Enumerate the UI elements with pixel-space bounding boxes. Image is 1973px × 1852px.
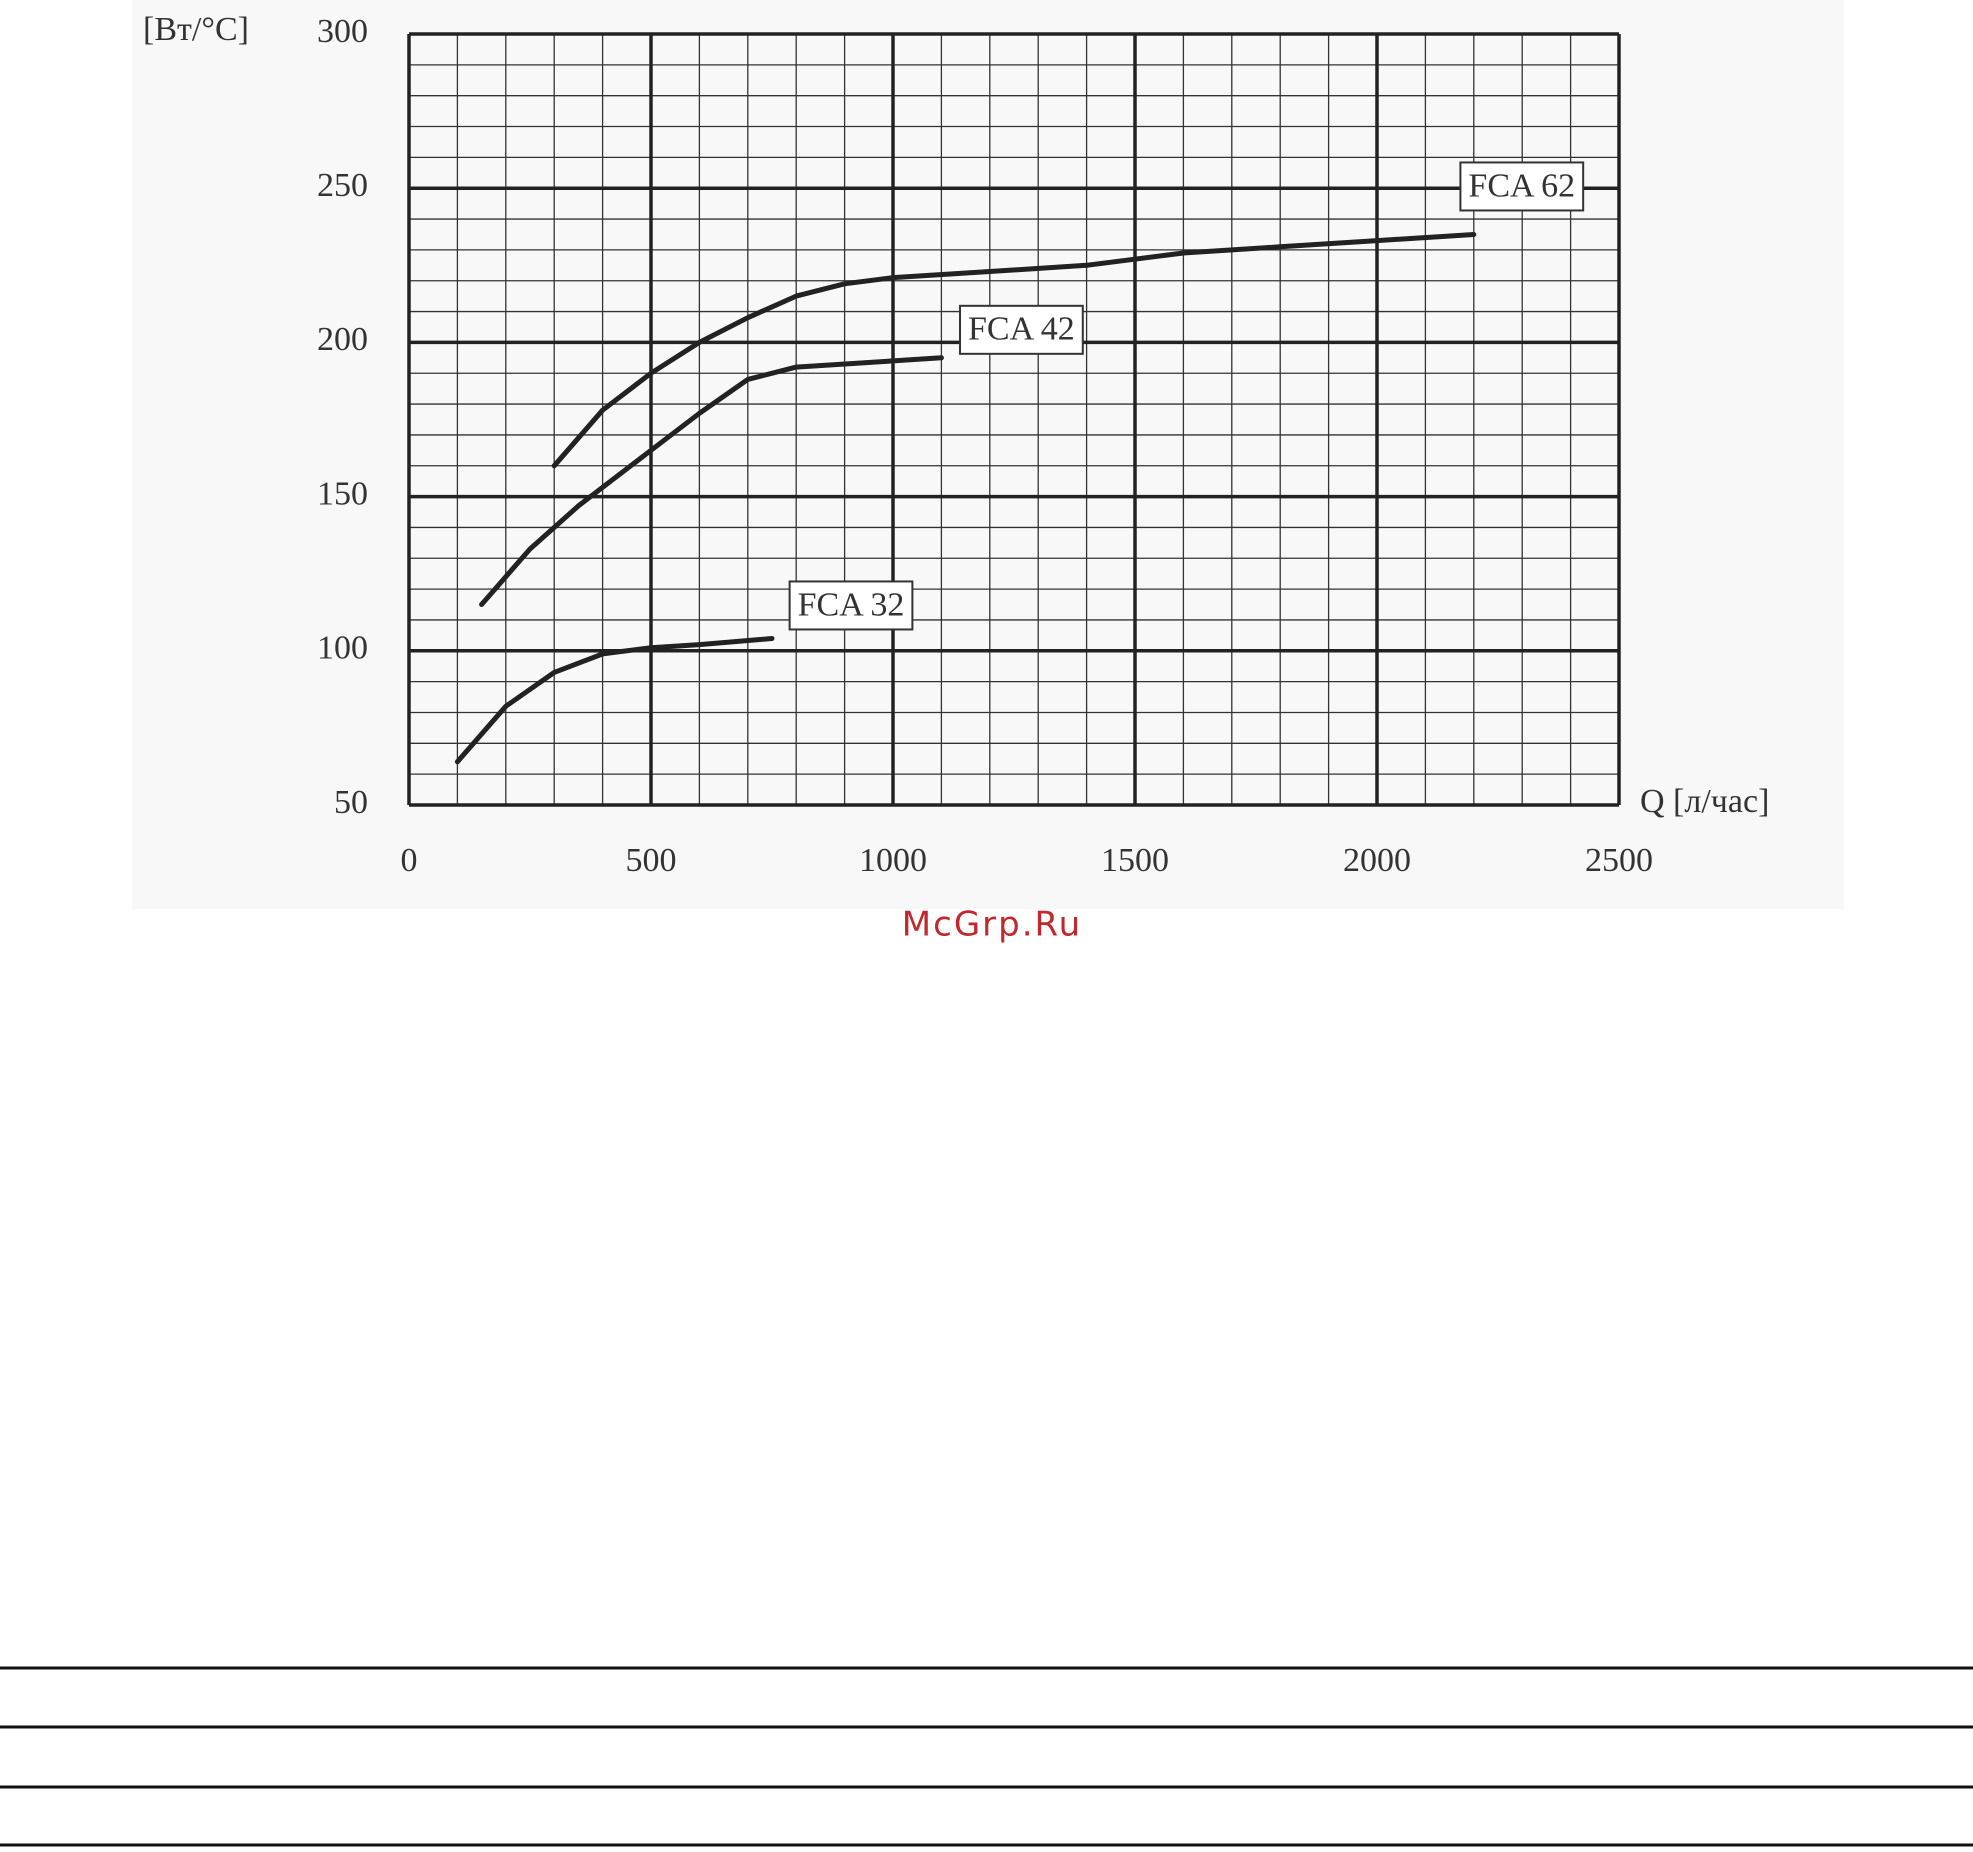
x-tick-label: 1000 — [859, 842, 927, 879]
y-tick-label: 250 — [317, 167, 368, 204]
series-label: FCA 42 — [968, 311, 1075, 348]
series-label: FCA 32 — [798, 586, 905, 623]
series-label-box — [959, 304, 1084, 355]
series-line — [479, 355, 944, 607]
series-line — [454, 636, 775, 765]
watermark: McGrp.Ru — [902, 905, 1082, 945]
x-tick-label: 500 — [626, 842, 677, 879]
y-tick-label: 100 — [317, 630, 368, 667]
series-label-box — [788, 580, 914, 631]
x-tick-label: 0 — [401, 842, 418, 879]
grid — [407, 32, 1621, 807]
series-label: FCA 62 — [1468, 167, 1575, 204]
y-tick-label: 200 — [317, 321, 368, 358]
y-tick-label: 300 — [317, 13, 368, 50]
chart-background — [132, 0, 1844, 909]
x-tick-label: 2500 — [1585, 842, 1653, 879]
x-tick-label: 1500 — [1101, 842, 1169, 879]
x-axis-label: Q [л/час] — [1640, 783, 1769, 820]
y-tick-label: 50 — [334, 784, 368, 821]
series-line — [551, 232, 1477, 469]
series-label-box — [1459, 161, 1585, 212]
y-axis-label: [Вт/°C] — [143, 11, 249, 48]
x-tick-label: 2000 — [1343, 842, 1411, 879]
y-tick-label: 150 — [317, 475, 368, 512]
